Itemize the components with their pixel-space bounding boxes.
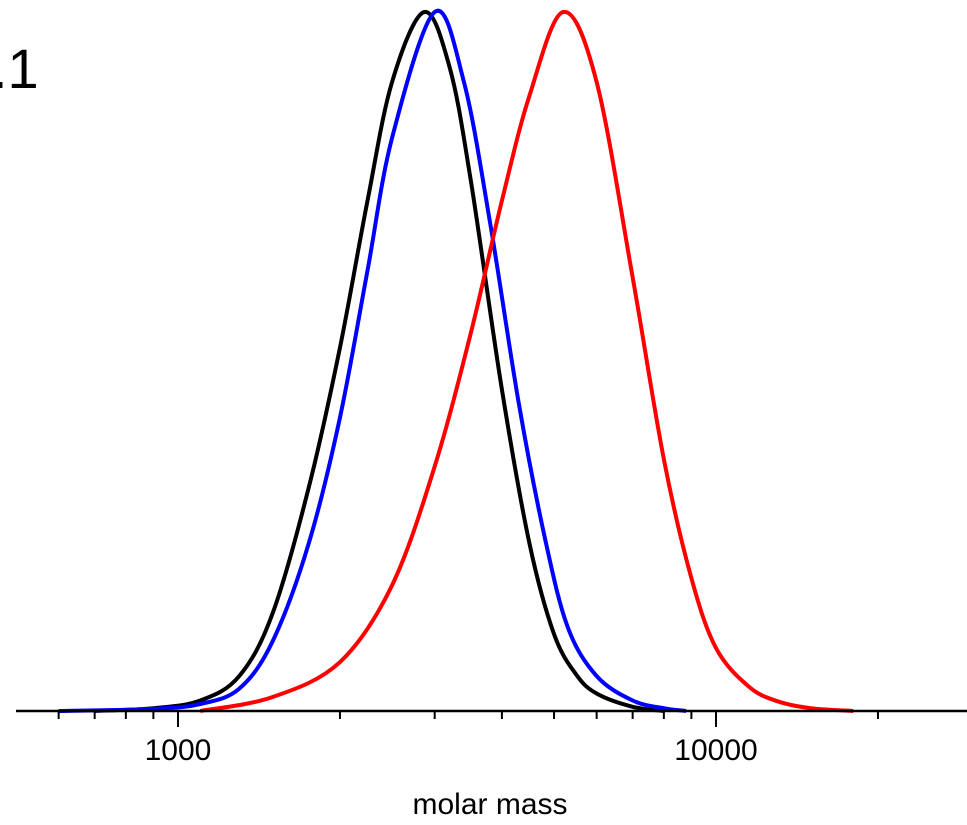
- distribution-curves: [58, 8, 854, 713]
- x-tick-label: 10000: [674, 734, 757, 767]
- x-axis-ticks: [57, 711, 879, 727]
- x-axis-tick-labels: 1000 10000: [145, 734, 758, 767]
- series-line-1: [94, 10, 665, 713]
- x-tick-label: 1000: [145, 734, 212, 767]
- x-axis-title: molar mass: [412, 788, 567, 821]
- panel-label: .1: [0, 37, 39, 100]
- series-line-2: [58, 8, 687, 713]
- series-line-3: [199, 9, 854, 713]
